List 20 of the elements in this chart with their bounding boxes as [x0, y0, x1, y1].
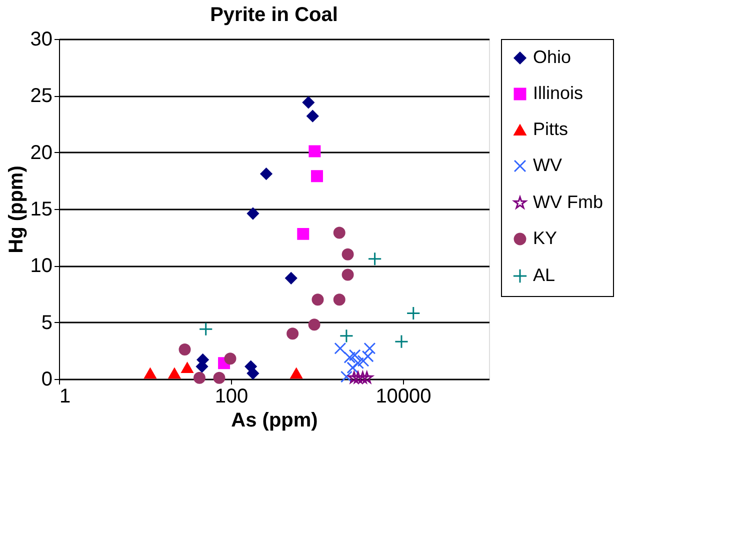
legend-label: WV	[533, 155, 562, 175]
y-tick-label: 15	[30, 198, 52, 220]
y-tick-label: 0	[41, 368, 52, 390]
x-axis-title: As (ppm)	[231, 410, 318, 432]
legend-label: KY	[533, 228, 558, 248]
y-axis-title: Hg (ppm)	[5, 166, 28, 254]
x-tick-label: 10000	[376, 386, 432, 408]
legend-label: Pitts	[533, 119, 568, 139]
legend-label: WV Fmb	[533, 192, 603, 212]
legend-label: AL	[533, 265, 556, 285]
y-tick-label: 5	[41, 312, 52, 334]
chart-title: Pyrite in Coal	[210, 4, 338, 26]
y-tick-label: 20	[30, 142, 52, 164]
y-tick-label: 25	[30, 85, 52, 108]
legend-label: Illinois	[533, 83, 584, 103]
legend-label: Ohio	[533, 47, 572, 67]
x-tick-label: 1	[60, 386, 71, 408]
y-tick-label: 30	[30, 28, 52, 50]
y-tick-label: 10	[30, 255, 52, 278]
x-tick-label: 100	[214, 386, 248, 408]
